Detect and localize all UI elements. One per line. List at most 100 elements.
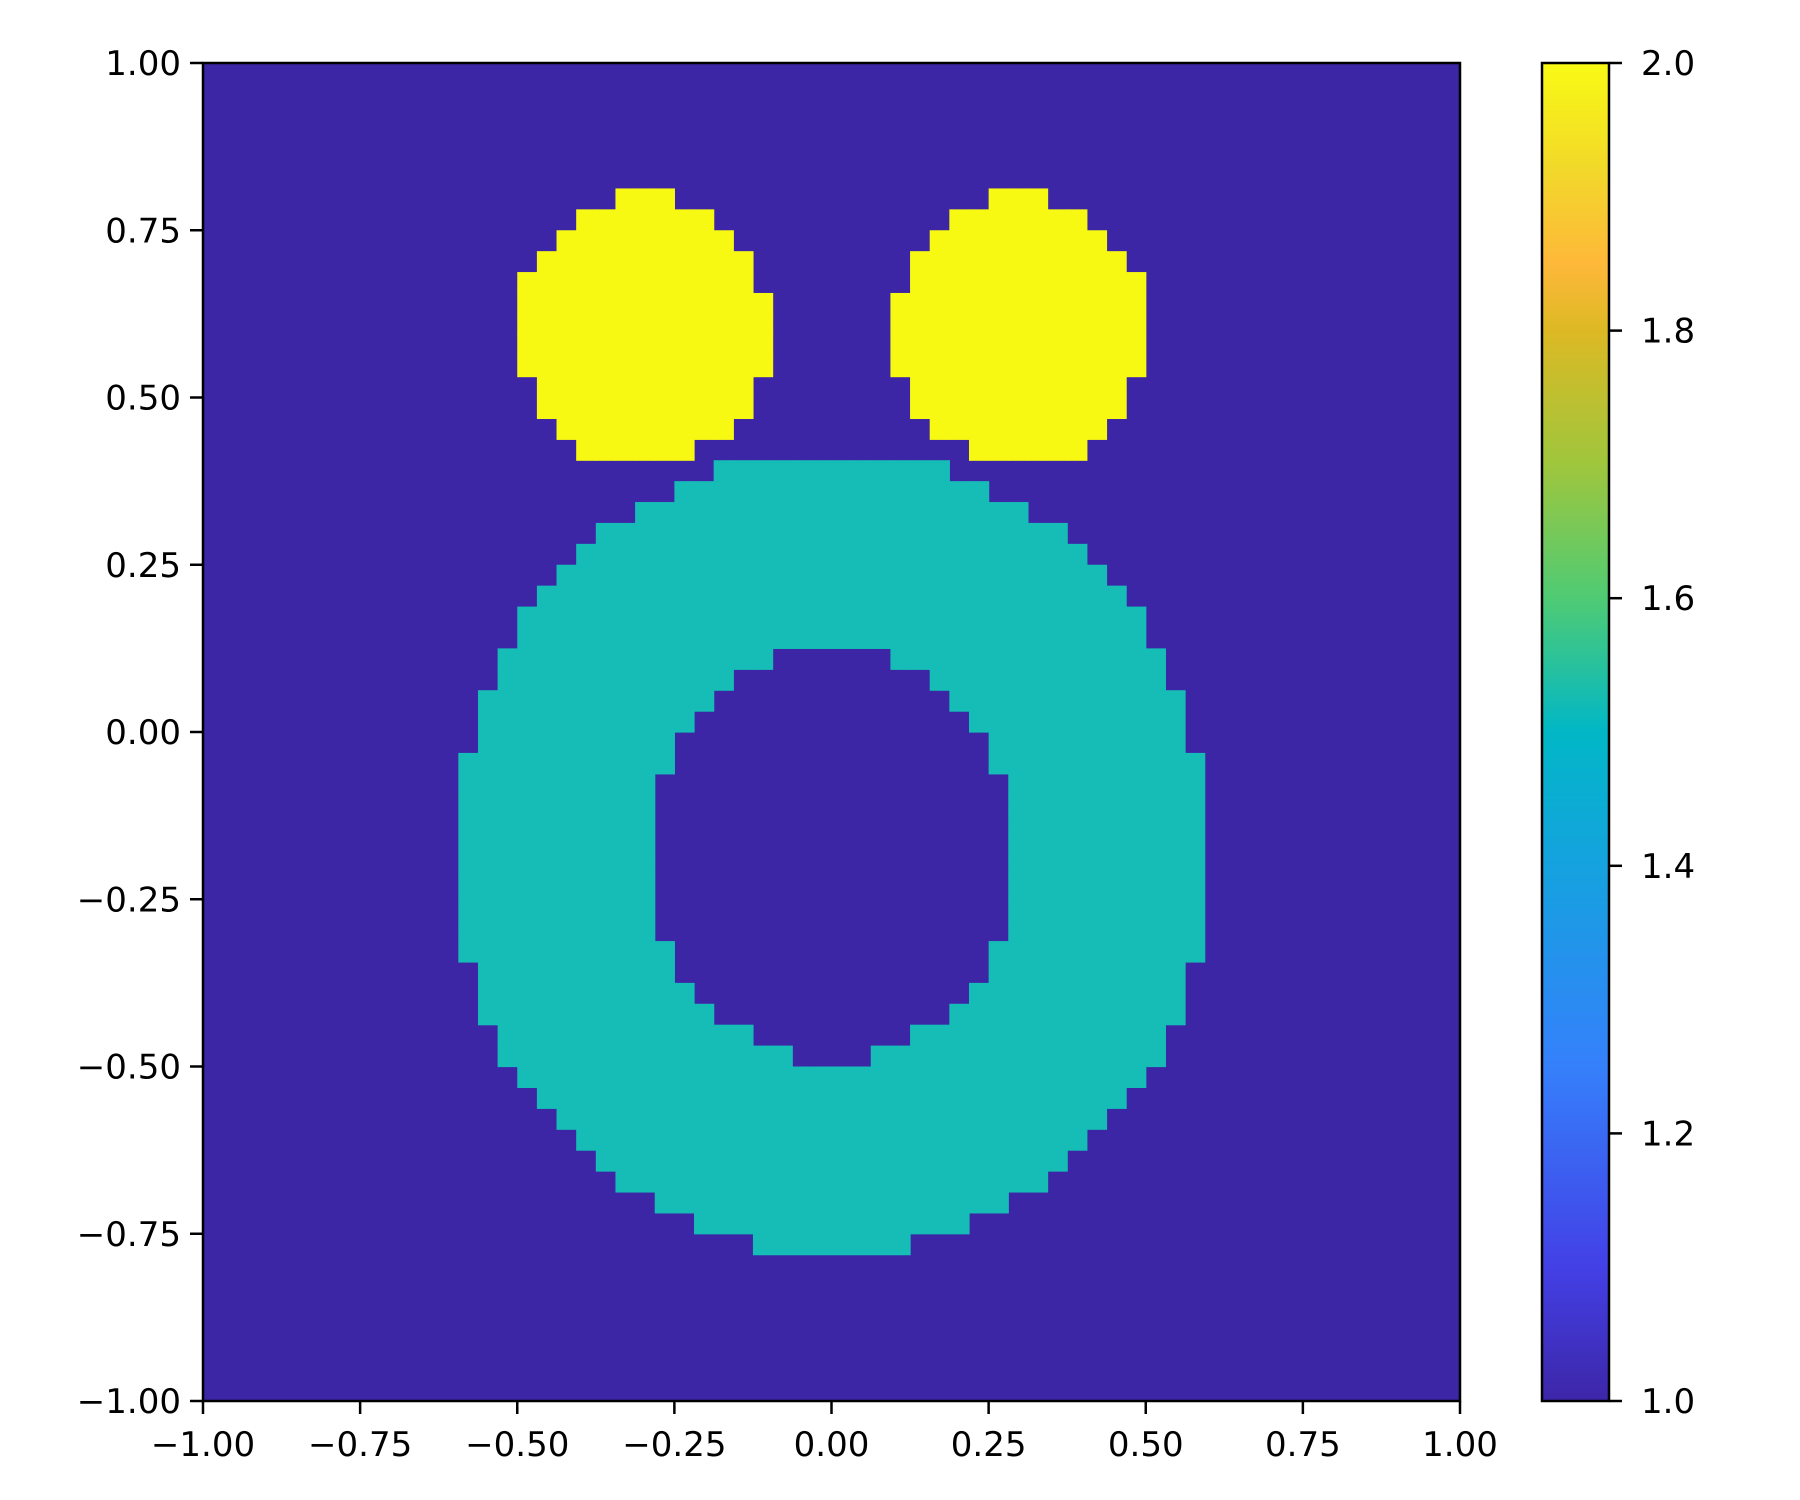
heatmap-cell: [1185, 794, 1206, 817]
heatmap-cell: [733, 564, 754, 587]
heatmap-cell: [1067, 397, 1088, 420]
heatmap-cell: [497, 711, 518, 733]
heatmap-cell: [595, 878, 617, 900]
heatmap-cell: [694, 522, 715, 545]
heatmap-cell: [458, 752, 479, 775]
heatmap-cell: [929, 1108, 950, 1130]
heatmap-cell: [870, 543, 892, 566]
heatmap-cell: [576, 376, 597, 399]
heatmap-cell: [576, 1108, 597, 1130]
heatmap-cell: [654, 941, 675, 963]
heatmap-cell: [1106, 669, 1127, 691]
heatmap-cell: [556, 313, 577, 336]
heatmap-cell: [556, 376, 577, 399]
heatmap-cell: [458, 794, 479, 817]
heatmap-cell: [635, 1087, 656, 1109]
heatmap-cell: [1047, 815, 1068, 838]
heatmap-cell: [635, 1171, 656, 1193]
heatmap-cell: [517, 627, 538, 649]
heatmap-cell: [1027, 794, 1049, 817]
heatmap-cell: [870, 1233, 892, 1256]
heatmap-cell: [654, 752, 675, 775]
heatmap-cell: [1086, 292, 1108, 315]
heatmap-cell: [1126, 711, 1147, 733]
heatmap-cell: [752, 502, 774, 524]
heatmap-cell: [1126, 690, 1147, 712]
heatmap-cell: [792, 606, 813, 629]
heatmap-cell: [929, 1066, 950, 1089]
heatmap-cell: [1126, 899, 1147, 921]
heatmap-cell: [674, 481, 695, 503]
heatmap-cell: [752, 1233, 774, 1256]
heatmap-cell: [1008, 1066, 1029, 1089]
heatmap-cell: [654, 313, 675, 336]
heatmap-cell: [674, 1191, 695, 1214]
heatmap-cell: [968, 251, 990, 273]
heatmap-cell: [988, 669, 1009, 691]
heatmap-cell: [536, 752, 558, 775]
heatmap-cell: [635, 836, 656, 859]
heatmap-cell: [870, 1087, 892, 1109]
heatmap-cell: [615, 564, 636, 587]
heatmap-cell: [1067, 711, 1088, 733]
heatmap-cell: [1086, 1108, 1108, 1130]
heatmap-cell: [851, 1066, 872, 1089]
heatmap-cell: [654, 961, 675, 984]
heatmap-cell: [910, 272, 931, 294]
heatmap-cell: [1185, 773, 1206, 796]
heatmap-cell: [576, 711, 597, 733]
heatmap-cell: [733, 292, 754, 315]
heatmap-cell: [1106, 773, 1127, 796]
heatmap-cell: [792, 1233, 813, 1256]
heatmap-cell: [1067, 941, 1088, 963]
heatmap-cell: [870, 1045, 892, 1068]
heatmap-cell: [595, 251, 617, 273]
heatmap-cell: [1027, 690, 1049, 712]
heatmap-cell: [615, 794, 636, 817]
heatmap-cell: [595, 439, 617, 461]
heatmap-cell: [988, 439, 1009, 461]
heatmap-cell: [536, 982, 558, 1005]
heatmap-cell: [733, 1171, 754, 1193]
heatmap-cell: [1106, 920, 1127, 942]
heatmap-cell: [654, 355, 675, 378]
heatmap-cell: [536, 690, 558, 712]
heatmap-cell: [576, 1087, 597, 1109]
heatmap-cell: [988, 648, 1009, 670]
heatmap-cell: [1145, 1045, 1166, 1068]
heatmap-cell: [654, 272, 675, 294]
heatmap-cell: [556, 1066, 577, 1089]
heatmap-cell: [694, 648, 715, 670]
heatmap-cell: [890, 313, 911, 336]
heatmap-cell: [1165, 961, 1186, 984]
heatmap-cell: [497, 920, 518, 942]
heatmap-cell: [713, 292, 734, 315]
heatmap-cell: [694, 1191, 715, 1214]
heatmap-cell: [870, 1171, 892, 1193]
heatmap-cell: [1106, 313, 1127, 336]
heatmap-cell: [595, 1066, 617, 1089]
heatmap-cell: [949, 564, 970, 587]
heatmap-cell: [615, 313, 636, 336]
heatmap-cell: [968, 627, 990, 649]
heatmap-cell: [556, 920, 577, 942]
heatmap-cell: [811, 1108, 833, 1130]
heatmap-cell: [1067, 648, 1088, 670]
heatmap-cell: [1027, 878, 1049, 900]
heatmap-cell: [674, 669, 695, 691]
heatmap-cell: [595, 836, 617, 859]
heatmap-cell: [929, 334, 950, 357]
heatmap-cell: [988, 292, 1009, 315]
heatmap-cell: [458, 920, 479, 942]
heatmap-cell: [595, 899, 617, 921]
heatmap-cell: [1027, 585, 1049, 608]
heatmap-cell: [968, 272, 990, 294]
heatmap-cell: [674, 230, 695, 252]
y-axis: −1.00 −0.75 −0.50 −0.25 0.00 0.25 0.50 0.75 1.00: [77, 44, 203, 1422]
heatmap-cell: [1165, 920, 1186, 942]
heatmap-cell: [949, 648, 970, 670]
heatmap-cell: [851, 481, 872, 503]
heatmap-cell: [851, 502, 872, 524]
heatmap-cell: [811, 1066, 833, 1089]
heatmap-cell: [929, 1150, 950, 1172]
